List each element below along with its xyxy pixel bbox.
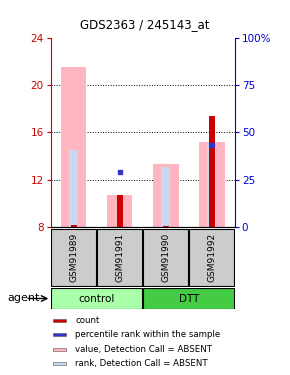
- Bar: [117, 195, 123, 227]
- Bar: [161, 166, 171, 227]
- Bar: [51, 230, 96, 286]
- Bar: [143, 230, 188, 286]
- Text: value, Detection Call = ABSENT: value, Detection Call = ABSENT: [75, 345, 212, 354]
- Text: GSM91989: GSM91989: [69, 233, 78, 282]
- Bar: [69, 150, 78, 227]
- Bar: [53, 318, 66, 322]
- Text: percentile rank within the sample: percentile rank within the sample: [75, 330, 220, 339]
- Text: DTT: DTT: [179, 294, 199, 303]
- Text: agent: agent: [7, 293, 40, 303]
- Bar: [199, 142, 224, 227]
- Bar: [163, 226, 168, 227]
- Bar: [97, 230, 142, 286]
- Text: rank, Detection Call = ABSENT: rank, Detection Call = ABSENT: [75, 359, 208, 368]
- Bar: [71, 225, 77, 227]
- Text: count: count: [75, 316, 99, 325]
- Bar: [107, 195, 133, 227]
- Text: GSM91992: GSM91992: [207, 233, 216, 282]
- Bar: [143, 288, 234, 309]
- Text: GSM91990: GSM91990: [161, 233, 170, 282]
- Bar: [51, 288, 142, 309]
- Bar: [153, 164, 179, 227]
- Bar: [61, 67, 86, 227]
- Text: GSM91991: GSM91991: [115, 233, 124, 282]
- Bar: [53, 348, 66, 351]
- Bar: [53, 333, 66, 336]
- Text: control: control: [79, 294, 115, 303]
- Text: GDS2363 / 245143_at: GDS2363 / 245143_at: [80, 18, 210, 31]
- Bar: [189, 230, 234, 286]
- Bar: [53, 362, 66, 365]
- Bar: [209, 116, 215, 227]
- Bar: [207, 142, 216, 227]
